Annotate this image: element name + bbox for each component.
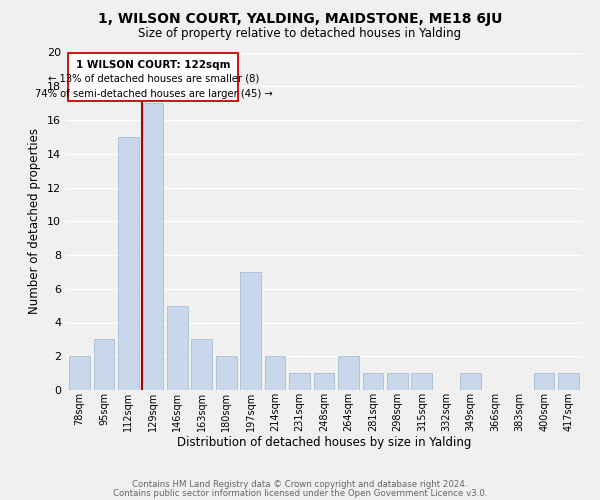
Bar: [167, 306, 188, 390]
Text: Contains HM Land Registry data © Crown copyright and database right 2024.: Contains HM Land Registry data © Crown c…: [132, 480, 468, 489]
FancyBboxPatch shape: [68, 52, 238, 102]
Bar: [142, 103, 163, 390]
X-axis label: Distribution of detached houses by size in Yalding: Distribution of detached houses by size …: [177, 436, 471, 449]
Text: Size of property relative to detached houses in Yalding: Size of property relative to detached ho…: [139, 28, 461, 40]
Bar: [460, 373, 481, 390]
Bar: [412, 373, 432, 390]
Text: 1, WILSON COURT, YALDING, MAIDSTONE, ME18 6JU: 1, WILSON COURT, YALDING, MAIDSTONE, ME1…: [98, 12, 502, 26]
Bar: [118, 137, 139, 390]
Bar: [265, 356, 286, 390]
Bar: [216, 356, 236, 390]
Text: ← 13% of detached houses are smaller (8): ← 13% of detached houses are smaller (8): [48, 74, 259, 84]
Text: 74% of semi-detached houses are larger (45) →: 74% of semi-detached houses are larger (…: [35, 89, 272, 99]
Bar: [289, 373, 310, 390]
Bar: [558, 373, 579, 390]
Bar: [362, 373, 383, 390]
Bar: [191, 340, 212, 390]
Text: 1 WILSON COURT: 122sqm: 1 WILSON COURT: 122sqm: [76, 60, 230, 70]
Bar: [387, 373, 408, 390]
Y-axis label: Number of detached properties: Number of detached properties: [28, 128, 41, 314]
Text: Contains public sector information licensed under the Open Government Licence v3: Contains public sector information licen…: [113, 489, 487, 498]
Bar: [240, 272, 261, 390]
Bar: [534, 373, 554, 390]
Bar: [69, 356, 90, 390]
Bar: [338, 356, 359, 390]
Bar: [314, 373, 334, 390]
Bar: [94, 340, 114, 390]
